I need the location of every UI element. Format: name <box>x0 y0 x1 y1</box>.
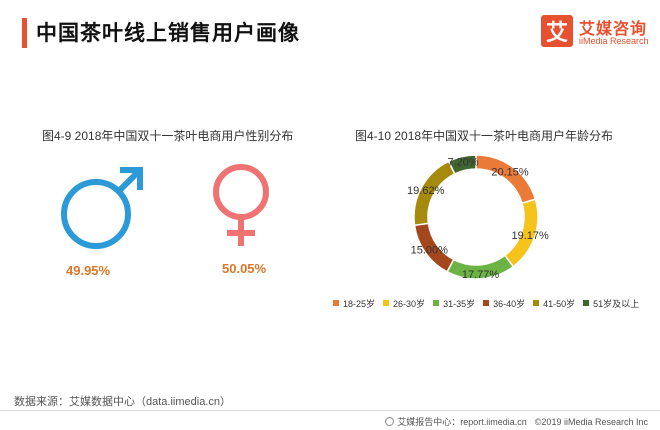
legend-label-2: 31-35岁 <box>443 298 476 309</box>
title-accent-bar <box>22 18 27 48</box>
legend-item-0: 18-25岁 <box>333 297 375 310</box>
legend-swatch-2 <box>433 300 440 306</box>
legend-swatch-3 <box>483 300 490 306</box>
age-chart-title: 图4-10 2018年中国双十一茶叶电商用户年龄分布 <box>355 129 614 143</box>
legend-swatch-1 <box>383 300 390 306</box>
gender-chart-title: 图4-9 2018年中国双十一茶叶电商用户性别分布 <box>42 129 294 143</box>
donut-slice-0 <box>475 154 537 205</box>
legend-swatch-5 <box>583 300 590 306</box>
footer-copyright: ©2019 iiMedia Research Inc <box>534 416 648 427</box>
legend-swatch-4 <box>533 300 540 306</box>
donut-label-0: 20.15% <box>491 166 529 178</box>
donut-slice-5 <box>447 154 477 175</box>
age-legend: 18-25岁 26-30岁 31-35岁 36-40岁 41-50岁 51岁及以上 <box>333 296 647 310</box>
age-donut-chart: 20.15% 19.17% 17.77% 15.00% 19.62% 7.20% <box>407 154 549 281</box>
legend-item-2: 31-35岁 <box>433 297 475 310</box>
footer: 艾媒报告中心：report.iimedia.cn ©2019 iiMedia R… <box>0 410 660 430</box>
legend-label-5: 51岁及以上 <box>593 298 640 309</box>
female-percentage: 50.05% <box>222 261 267 276</box>
male-percentage: 49.95% <box>66 263 111 278</box>
female-icon <box>213 164 269 246</box>
legend-label-1: 26-30岁 <box>393 298 426 309</box>
legend-item-4: 41-50岁 <box>533 297 575 310</box>
logo-subtitle: iiMedia Research <box>579 36 649 46</box>
donut-label-5: 7.20% <box>447 156 478 168</box>
donut-label-2: 17.77% <box>462 269 500 281</box>
legend-label-0: 18-25岁 <box>343 298 376 309</box>
logo-mark: 艾 <box>541 15 573 47</box>
data-source: 数据来源：艾媒数据中心（data.iimedia.cn） <box>14 396 231 408</box>
legend-item-5: 51岁及以上 <box>583 297 639 310</box>
logo-name: 艾媒咨询 <box>579 21 648 38</box>
page-title: 中国茶叶线上销售用户画像 <box>36 22 300 45</box>
legend-item-1: 26-30岁 <box>383 297 425 310</box>
footer-report-center: 艾媒报告中心：report.iimedia.cn <box>397 417 527 427</box>
legend-swatch-0 <box>333 300 339 306</box>
legend-label-3: 36-40岁 <box>493 298 526 309</box>
brand-logo: 艾 艾媒咨询 iiMedia Research <box>541 15 651 51</box>
donut-label-4: 19.62% <box>407 185 445 197</box>
donut-label-1: 19.17% <box>511 230 549 242</box>
legend-label-4: 41-50岁 <box>543 298 576 309</box>
donut-label-3: 15.00% <box>411 245 449 257</box>
legend-item-3: 36-40岁 <box>483 297 525 310</box>
report-center-icon <box>385 417 395 426</box>
footer-text: 艾媒报告中心：report.iimedia.cn ©2019 iiMedia R… <box>385 415 648 428</box>
male-icon <box>61 167 143 249</box>
